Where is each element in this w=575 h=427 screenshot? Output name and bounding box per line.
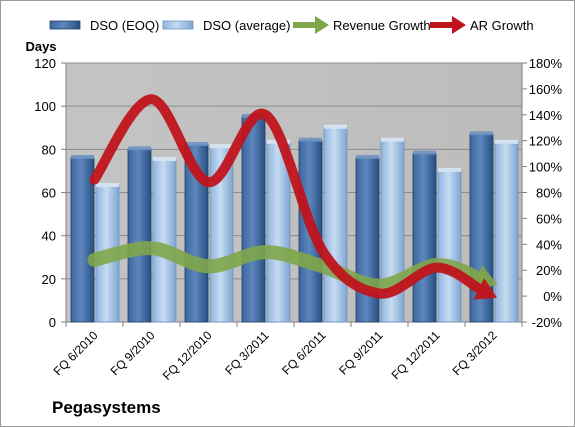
bar-dso-eoq [127, 148, 152, 323]
y2-tick-label: -20% [532, 315, 563, 330]
bar-top [470, 131, 493, 136]
x-tick-label: FQ 9/2011 [336, 328, 386, 378]
x-tick-label: FQ 9/2010 [108, 328, 158, 378]
x-tick-label: FQ 12/2010 [160, 328, 215, 383]
bar-dso-average [266, 142, 291, 323]
bar-top [381, 137, 404, 142]
y-tick-label: 80 [42, 142, 56, 157]
bar-top [96, 183, 119, 188]
y2-tick-label: 140% [529, 108, 563, 123]
legend-swatch-dso-average [162, 20, 194, 30]
bar-dso-eoq [241, 116, 266, 323]
chart-title: Pegasystems [52, 398, 161, 417]
legend-label: Revenue Growth [333, 18, 431, 33]
x-tick-label: FQ 12/2011 [389, 328, 443, 382]
y2-tick-label: 160% [529, 82, 563, 97]
legend-arrow-icon [452, 16, 466, 34]
y-tick-label: 120 [34, 56, 56, 71]
legend-label: DSO (EOQ) [90, 18, 159, 33]
y-tick-label: 0 [49, 315, 56, 330]
bar-dso-average [152, 159, 177, 323]
bar-top [71, 154, 94, 159]
y2-tick-label: 80% [536, 186, 562, 201]
y2-tick-label: 180% [529, 56, 563, 71]
bar-top [185, 142, 208, 147]
ar-growth-line [89, 94, 486, 299]
y2-tick-label: 60% [536, 211, 562, 226]
bar-top [128, 146, 151, 151]
bar-dso-average [323, 127, 348, 323]
y2-tick-label: 20% [536, 263, 562, 278]
legend-label: AR Growth [470, 18, 534, 33]
legend-swatch-dso-eoq [49, 20, 81, 30]
bar-top [153, 157, 176, 162]
bar-dso-eoq [412, 153, 437, 323]
bar-top [299, 137, 322, 142]
x-tick-label: FQ 6/2011 [279, 328, 329, 378]
y-tick-label: 60 [42, 186, 56, 201]
y-tick-label: 100 [34, 99, 56, 114]
bar-top [438, 167, 461, 172]
bar-top [356, 154, 379, 159]
y2-tick-label: 120% [529, 134, 563, 149]
y2-tick-label: 0% [543, 289, 562, 304]
legend-label: DSO (average) [203, 18, 290, 33]
y-axis-label: Days [25, 39, 56, 54]
y2-tick-label: 100% [529, 160, 563, 175]
legend-arrow-icon [315, 16, 329, 34]
y-tick-label: 20 [42, 272, 56, 287]
ar-growth-arrowhead [473, 278, 498, 300]
y2-tick-label: 40% [536, 237, 562, 252]
x-tick-label: FQ 6/2010 [51, 328, 101, 378]
bar-top [413, 150, 436, 155]
bar-top [324, 124, 347, 129]
x-tick-label: FQ 3/2012 [450, 328, 500, 378]
x-tick-label: FQ 3/2011 [222, 328, 272, 378]
y-tick-label: 40 [42, 229, 56, 244]
bar-top [495, 139, 518, 144]
bar-dso-average [437, 170, 462, 323]
bar-top [210, 144, 233, 149]
bar-dso-average [494, 142, 519, 323]
